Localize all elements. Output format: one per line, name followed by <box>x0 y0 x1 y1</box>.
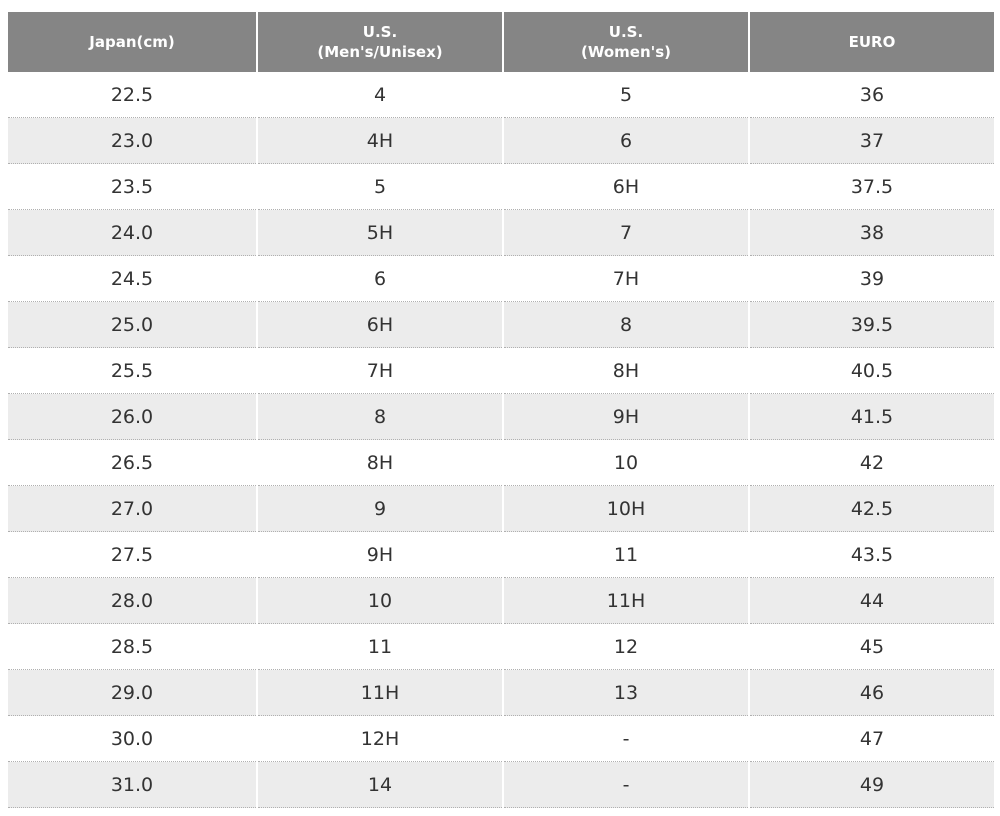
table-cell: 37.5 <box>750 164 994 210</box>
table-cell: 5 <box>504 72 748 118</box>
table-cell: 4H <box>258 118 502 164</box>
table-cell: 27.0 <box>8 486 256 532</box>
table-cell: 23.0 <box>8 118 256 164</box>
table-cell: 7 <box>504 210 748 256</box>
header-cell: U.S. (Women's) <box>504 12 748 72</box>
table-cell: 38 <box>750 210 994 256</box>
table-cell: 41.5 <box>750 394 994 440</box>
table-cell: 10H <box>504 486 748 532</box>
table-cell: 22.5 <box>8 72 256 118</box>
table-cell: 49 <box>750 762 994 808</box>
table-cell: 28.0 <box>8 578 256 624</box>
table-cell: 31.0 <box>8 762 256 808</box>
table-cell: 11H <box>504 578 748 624</box>
table-cell: 8H <box>258 440 502 486</box>
table-cell: 9 <box>258 486 502 532</box>
table-cell: 6 <box>504 118 748 164</box>
table-cell: 29.0 <box>8 670 256 716</box>
table-cell: 12H <box>258 716 502 762</box>
table-cell: 30.0 <box>8 716 256 762</box>
table-cell: 26.5 <box>8 440 256 486</box>
table-cell: 8 <box>258 394 502 440</box>
size-table: Japan(cm) U.S. (Men's/Unisex) U.S. (Women's)… <box>8 12 994 808</box>
table-cell: 9H <box>504 394 748 440</box>
header-text: (Men's/Unisex) <box>317 43 443 61</box>
header-text: Japan(cm) <box>89 33 175 51</box>
table-cell: 11 <box>258 624 502 670</box>
table-cell: 24.5 <box>8 256 256 302</box>
table-cell: 25.5 <box>8 348 256 394</box>
table-cell: 10 <box>258 578 502 624</box>
table-cell: 24.0 <box>8 210 256 256</box>
table-cell: 37 <box>750 118 994 164</box>
table-cell: 13 <box>504 670 748 716</box>
header-text: U.S. <box>362 23 398 41</box>
table-cell: - <box>504 762 748 808</box>
header-cell: Japan(cm) <box>8 12 256 72</box>
header-cell: U.S. (Men's/Unisex) <box>258 12 502 72</box>
table-cell: 23.5 <box>8 164 256 210</box>
header-text: U.S. <box>608 23 644 41</box>
table-cell: 45 <box>750 624 994 670</box>
table-cell: 39.5 <box>750 302 994 348</box>
table-cell: 46 <box>750 670 994 716</box>
table-cell: 43.5 <box>750 532 994 578</box>
header-text: EURO <box>848 33 896 51</box>
table-cell: 44 <box>750 578 994 624</box>
table-cell: 28.5 <box>8 624 256 670</box>
table-cell: 14 <box>258 762 502 808</box>
header-cell: EURO <box>750 12 994 72</box>
table-cell: 26.0 <box>8 394 256 440</box>
table-cell: 42 <box>750 440 994 486</box>
table-cell: 6H <box>504 164 748 210</box>
table-cell: 9H <box>258 532 502 578</box>
header-text: (Women's) <box>580 43 672 61</box>
table-cell: 42.5 <box>750 486 994 532</box>
table-cell: 7H <box>258 348 502 394</box>
table-cell: - <box>504 716 748 762</box>
table-cell: 11H <box>258 670 502 716</box>
table-cell: 47 <box>750 716 994 762</box>
table-cell: 39 <box>750 256 994 302</box>
table-cell: 5 <box>258 164 502 210</box>
table-cell: 25.0 <box>8 302 256 348</box>
table-cell: 6 <box>258 256 502 302</box>
table-cell: 27.5 <box>8 532 256 578</box>
table-cell: 8 <box>504 302 748 348</box>
table-cell: 40.5 <box>750 348 994 394</box>
table-cell: 36 <box>750 72 994 118</box>
table-cell: 6H <box>258 302 502 348</box>
table-cell: 4 <box>258 72 502 118</box>
table-cell: 12 <box>504 624 748 670</box>
table-cell: 5H <box>258 210 502 256</box>
table-cell: 10 <box>504 440 748 486</box>
table-cell: 11 <box>504 532 748 578</box>
table-cell: 7H <box>504 256 748 302</box>
table-cell: 8H <box>504 348 748 394</box>
